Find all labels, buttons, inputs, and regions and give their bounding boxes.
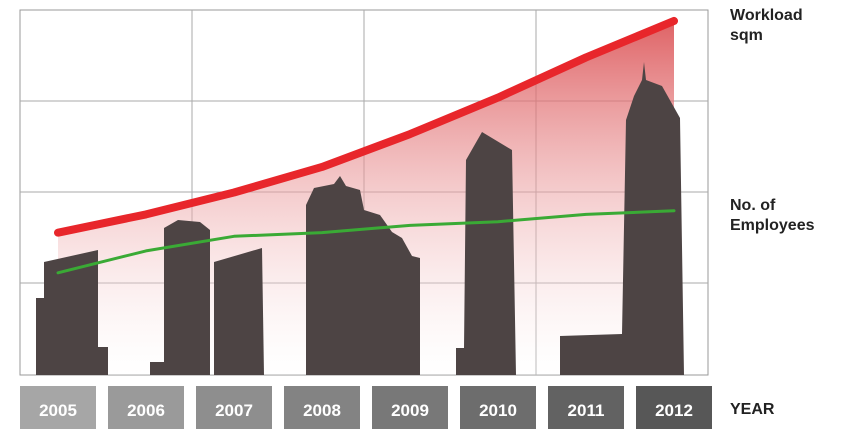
x-tick-label: 2011 xyxy=(568,401,605,420)
x-tick-label: 2010 xyxy=(479,401,517,420)
x-tick-label: 2008 xyxy=(303,401,341,420)
x-tick-label: 2009 xyxy=(391,401,429,420)
x-tick-label: 2012 xyxy=(655,401,693,420)
x-axis-label: YEAR xyxy=(730,400,774,420)
page: 2005 2006 2007 2008 2009 2010 2011 2012 Workloa… xyxy=(0,0,844,429)
legend-label: Workload sqm xyxy=(730,6,820,46)
chart: 2005 2006 2007 2008 2009 2010 2011 2012 xyxy=(0,0,844,429)
x-tick-label: 2007 xyxy=(215,401,253,420)
x-tick-label: 2006 xyxy=(127,401,165,420)
x-tick-label: 2005 xyxy=(39,401,77,420)
legend-label: No. of Employees xyxy=(730,196,840,236)
